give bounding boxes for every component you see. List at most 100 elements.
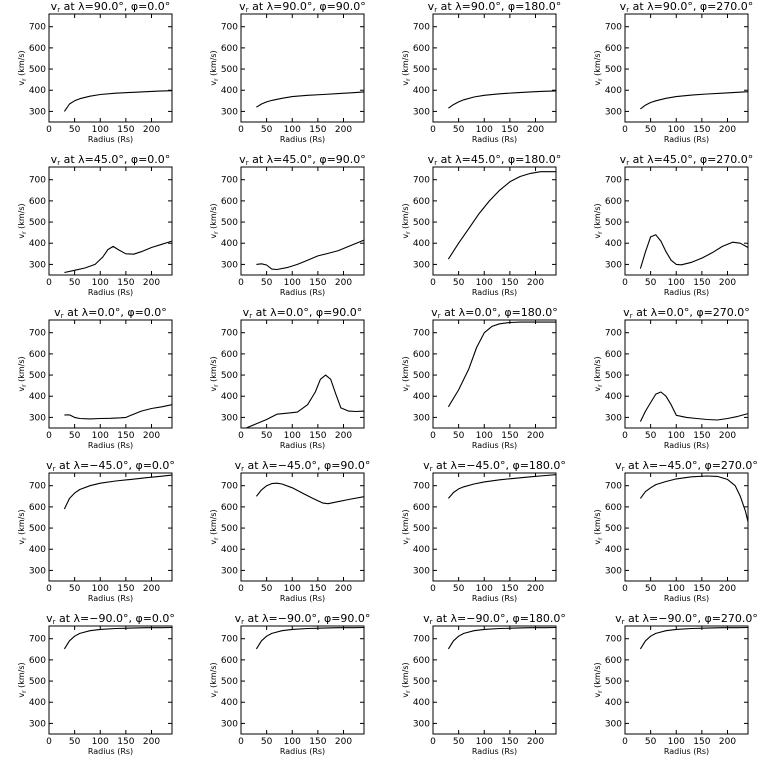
y-tick-label: 600 xyxy=(605,350,622,360)
y-tick-label: 500 xyxy=(29,218,46,228)
y-tick-label: 600 xyxy=(413,350,430,360)
y-tick-label: 400 xyxy=(605,86,622,96)
x-tick-label: 50 xyxy=(645,737,657,747)
y-tick-label: 700 xyxy=(605,482,622,492)
y-tick-label: 600 xyxy=(413,197,430,207)
y-tick-label: 600 xyxy=(29,44,46,54)
chart-panel-2: vr at λ=90.0°, φ=90.0° 0 50 100 150 200 Radius… xyxy=(209,0,366,144)
x-axis-label: Radius (Rs) xyxy=(472,747,517,756)
y-tick-label: 700 xyxy=(29,176,46,186)
x-tick-label: 100 xyxy=(92,431,109,441)
y-tick-label: 300 xyxy=(605,413,622,423)
x-tick-label: 150 xyxy=(117,278,134,288)
x-tick-label: 100 xyxy=(476,431,493,441)
x-axis-label: Radius (Rs) xyxy=(472,288,517,297)
chart-panel-12: vr at λ=0.0°, φ=270.0° 0 50 100 150 200 Radius… xyxy=(593,306,750,450)
chart-title: vr at λ=0.0°, φ=90.0° xyxy=(243,306,363,320)
velocity-series-line xyxy=(63,90,172,112)
x-tick-label: 50 xyxy=(453,431,465,441)
y-tick-label: 700 xyxy=(413,482,430,492)
y-axis-label: vr (km/s) xyxy=(209,356,220,391)
plot-frame xyxy=(240,13,365,123)
velocity-series-line xyxy=(639,234,748,269)
x-tick-label: 0 xyxy=(238,125,244,135)
x-tick-label: 50 xyxy=(69,125,81,135)
velocity-series-line xyxy=(447,171,556,260)
y-tick-label: 700 xyxy=(413,635,430,645)
y-tick-label: 400 xyxy=(29,239,46,249)
x-tick-label: 200 xyxy=(335,278,352,288)
plot-frame xyxy=(48,13,173,123)
x-tick-label: 200 xyxy=(527,278,544,288)
x-axis-label: Radius (Rs) xyxy=(88,747,133,756)
plot-frame xyxy=(624,319,749,429)
y-tick-label: 500 xyxy=(605,65,622,75)
plot-frame xyxy=(624,625,749,735)
y-axis-label: vr (km/s) xyxy=(401,203,412,238)
y-tick-label: 700 xyxy=(221,635,238,645)
chart-panel-13: vr at λ=−45.0°, φ=0.0° 0 50 100 150 200 Radius… xyxy=(17,459,175,603)
x-tick-label: 100 xyxy=(92,737,109,747)
chart-panel-4: vr at λ=90.0°, φ=270.0° 0 50 100 150 200 Radiu… xyxy=(593,0,753,144)
y-tick-label: 500 xyxy=(605,524,622,534)
y-axis-label: vr (km/s) xyxy=(17,662,28,697)
plot-frame xyxy=(48,472,173,582)
x-tick-label: 0 xyxy=(622,431,628,441)
x-axis-label: Radius (Rs) xyxy=(88,441,133,450)
x-tick-label: 0 xyxy=(46,584,52,594)
y-tick-label: 400 xyxy=(413,239,430,249)
x-tick-label: 150 xyxy=(309,584,326,594)
y-tick-label: 400 xyxy=(605,545,622,555)
plot-frame xyxy=(624,472,749,582)
y-tick-label: 500 xyxy=(29,524,46,534)
y-tick-label: 400 xyxy=(29,86,46,96)
x-axis-label: Radius (Rs) xyxy=(280,441,325,450)
x-tick-label: 0 xyxy=(430,278,436,288)
chart-panel-10: vr at λ=0.0°, φ=90.0° 0 50 100 150 200 Radius … xyxy=(209,306,365,450)
x-tick-label: 150 xyxy=(693,125,710,135)
y-tick-label: 500 xyxy=(413,677,430,687)
chart-title: vr at λ=45.0°, φ=0.0° xyxy=(51,153,171,167)
y-tick-label: 700 xyxy=(605,23,622,33)
y-tick-label: 400 xyxy=(605,239,622,249)
plot-frame xyxy=(48,319,173,429)
chart-title: vr at λ=−90.0°, φ=0.0° xyxy=(46,612,175,626)
y-tick-label: 400 xyxy=(221,545,238,555)
velocity-series-line xyxy=(63,626,172,650)
y-tick-label: 500 xyxy=(605,218,622,228)
x-axis-label: Radius (Rs) xyxy=(88,594,133,603)
velocity-series-line xyxy=(64,240,172,274)
x-tick-label: 0 xyxy=(622,278,628,288)
y-axis-label: vr (km/s) xyxy=(593,356,604,391)
x-tick-label: 0 xyxy=(430,431,436,441)
plot-frame xyxy=(432,166,557,276)
y-tick-label: 300 xyxy=(221,413,238,423)
x-tick-label: 50 xyxy=(453,125,465,135)
y-tick-label: 400 xyxy=(29,698,46,708)
chart-title: vr at λ=−90.0°, φ=270.0° xyxy=(615,612,758,626)
x-tick-label: 200 xyxy=(143,431,160,441)
chart-panel-17: vr at λ=−90.0°, φ=0.0° 0 50 100 150 200 Radius… xyxy=(17,612,175,756)
chart-title: vr at λ=0.0°, φ=270.0° xyxy=(623,306,750,320)
x-tick-label: 0 xyxy=(46,125,52,135)
y-tick-label: 400 xyxy=(605,698,622,708)
x-tick-label: 150 xyxy=(117,584,134,594)
y-tick-label: 300 xyxy=(221,107,238,117)
y-tick-label: 600 xyxy=(29,350,46,360)
y-tick-label: 300 xyxy=(29,107,46,117)
x-axis-label: Radius (Rs) xyxy=(280,747,325,756)
x-tick-label: 150 xyxy=(501,431,518,441)
y-tick-label: 600 xyxy=(413,44,430,54)
y-tick-label: 500 xyxy=(29,371,46,381)
x-tick-label: 0 xyxy=(238,737,244,747)
x-tick-label: 50 xyxy=(69,431,81,441)
x-tick-label: 50 xyxy=(261,431,273,441)
y-tick-label: 700 xyxy=(605,635,622,645)
x-tick-label: 0 xyxy=(622,125,628,135)
y-tick-label: 300 xyxy=(221,719,238,729)
x-tick-label: 0 xyxy=(622,737,628,747)
x-axis-label: Radius (Rs) xyxy=(280,594,325,603)
y-tick-label: 500 xyxy=(413,371,430,381)
y-tick-label: 600 xyxy=(221,503,238,513)
plot-frame xyxy=(240,472,365,582)
